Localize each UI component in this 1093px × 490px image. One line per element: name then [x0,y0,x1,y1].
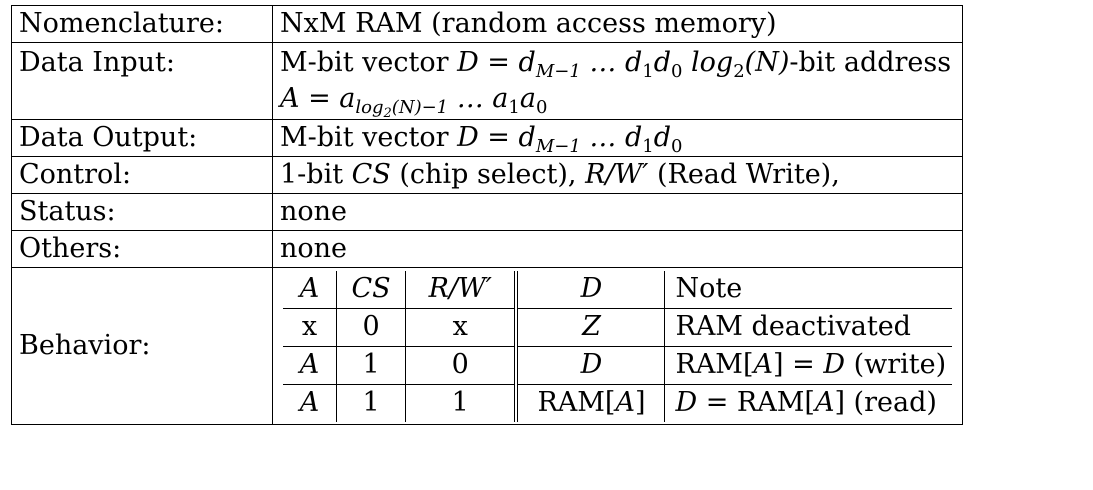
data-output-sub-1: 1 [642,136,654,157]
note-a: A [814,387,835,418]
others-label: Others: [11,230,273,268]
data-input-d0: d [653,47,671,78]
cell-cs: 1 [336,384,406,422]
status-label: Status: [11,193,273,231]
note-write: (write) [844,349,947,380]
data-input-value: M-bit vector D = dM−1 … d1d0 log2(N)-bit… [271,42,964,120]
control-prefix: 1-bit [280,159,352,190]
behavior-row: A 1 0 D RAM[A] = D (write) [283,346,953,385]
ram-spec-table: Nomenclature: NxM RAM (random access mem… [11,5,964,425]
header-cs: CS [336,271,406,309]
data-input-d-eq: D = d [457,47,536,78]
behavior-row: A 1 1 RAM[A] D = RAM[A] (read) [283,384,953,422]
control-value: 1-bit CS (chip select), R/W′ (Read Write… [271,156,964,194]
data-input-line-1: M-bit vector D = dM−1 … d1d0 log2(N)-bit… [280,45,951,81]
behavior-label: Behavior: [11,267,273,425]
data-output-value: M-bit vector D = dM−1 … d1d0 [271,119,964,157]
data-output-d0: d [653,122,671,153]
data-input-log: log [691,47,734,78]
note-eq: ] = [773,349,824,380]
address-sub-0: 0 [535,97,548,118]
row-others: Others: none [11,230,964,268]
note-d: D [823,349,845,380]
note-d: D [675,387,698,418]
control-rw-desc: (Read Write), [648,159,840,190]
data-output-ellipsis: … d [580,122,643,153]
d-a: A [615,387,635,418]
address-a-eq: A = a [280,83,356,114]
address-sub-log: log [355,97,384,118]
cell-cs: 1 [336,346,406,385]
data-output-d-eq: D = d [457,122,536,153]
note-read: ] (read) [834,387,937,418]
row-control: Control: 1-bit CS (chip select), R/W′ (R… [11,156,964,194]
row-behavior: Behavior: A CS R/W′ D Note [11,267,964,425]
nomenclature-label: Nomenclature: [11,5,273,43]
cell-a: A [283,346,337,385]
status-value: none [271,193,964,231]
note-a: A [753,349,774,380]
header-note: Note [664,271,953,309]
cell-a: A [299,387,320,418]
behavior-truth-table: A CS R/W′ D Note x 0 x Z R [283,271,953,422]
d-ram-pre: RAM[ [537,387,616,418]
data-output-sub-m1: M−1 [535,136,581,157]
row-data-input: Data Input: M-bit vector D = dM−1 … d1d0… [11,42,964,120]
address-sub-rest: (N)−1 [391,97,449,118]
address-a0: a [519,83,536,114]
address-ellipsis: … a [448,83,509,114]
cell-d: Z [514,308,665,347]
data-output-sub-0: 0 [670,136,683,157]
behavior-row: x 0 x Z RAM deactivated [283,308,953,347]
header-rw: R/W′ [405,271,517,309]
cell-note: RAM[A] = D (write) [664,346,953,385]
control-cs: CS [351,159,391,190]
data-output-label: Data Output: [11,119,273,157]
address-sub-1: 1 [508,97,520,118]
d-ram-post: ] [634,387,646,418]
cell-rw: x [405,308,517,347]
header-d: D [514,271,665,309]
note-eq-ram: = RAM[ [697,387,815,418]
data-input-line-2: A = alog2(N)−1 … a1a0 [280,81,951,120]
note-ram-pre: RAM[ [675,349,754,380]
data-input-prefix: M-bit vector [280,47,458,78]
spec-table-container: Nomenclature: NxM RAM (random access mem… [11,5,964,425]
data-input-sub-0: 0 [670,61,683,82]
row-data-output: Data Output: M-bit vector D = dM−1 … d1d… [11,119,964,157]
data-input-n: (N) [744,47,790,78]
data-input-suffix: -bit address [789,47,952,78]
data-input-sub-1: 1 [642,61,654,82]
data-input-ellipsis: … d [580,47,643,78]
control-cs-desc: (chip select), [390,159,586,190]
header-a: A [283,271,337,309]
data-input-label: Data Input: [11,42,273,120]
behavior-value: A CS R/W′ D Note x 0 x Z R [271,267,964,425]
cell-d: D [514,346,665,385]
behavior-header-row: A CS R/W′ D Note [283,271,953,309]
cell-d: RAM[A] [514,384,665,422]
cell-rw: 0 [405,346,517,385]
others-value: none [271,230,964,268]
row-status: Status: none [11,193,964,231]
control-rw: R/W′ [585,159,649,190]
nomenclature-value: NxM RAM (random access memory) [271,5,964,43]
row-nomenclature: Nomenclature: NxM RAM (random access mem… [11,5,964,43]
cell-a: x [283,308,337,347]
data-input-log-sub: 2 [733,61,745,82]
control-label: Control: [11,156,273,194]
cell-rw: 1 [405,384,517,422]
cell-note: D = RAM[A] (read) [664,384,953,422]
address-sub-log2: 2 [383,106,392,121]
cell-cs: 0 [336,308,406,347]
cell-note: RAM deactivated [664,308,953,347]
data-output-prefix: M-bit vector [280,122,458,153]
data-input-sub-m1: M−1 [535,61,581,82]
